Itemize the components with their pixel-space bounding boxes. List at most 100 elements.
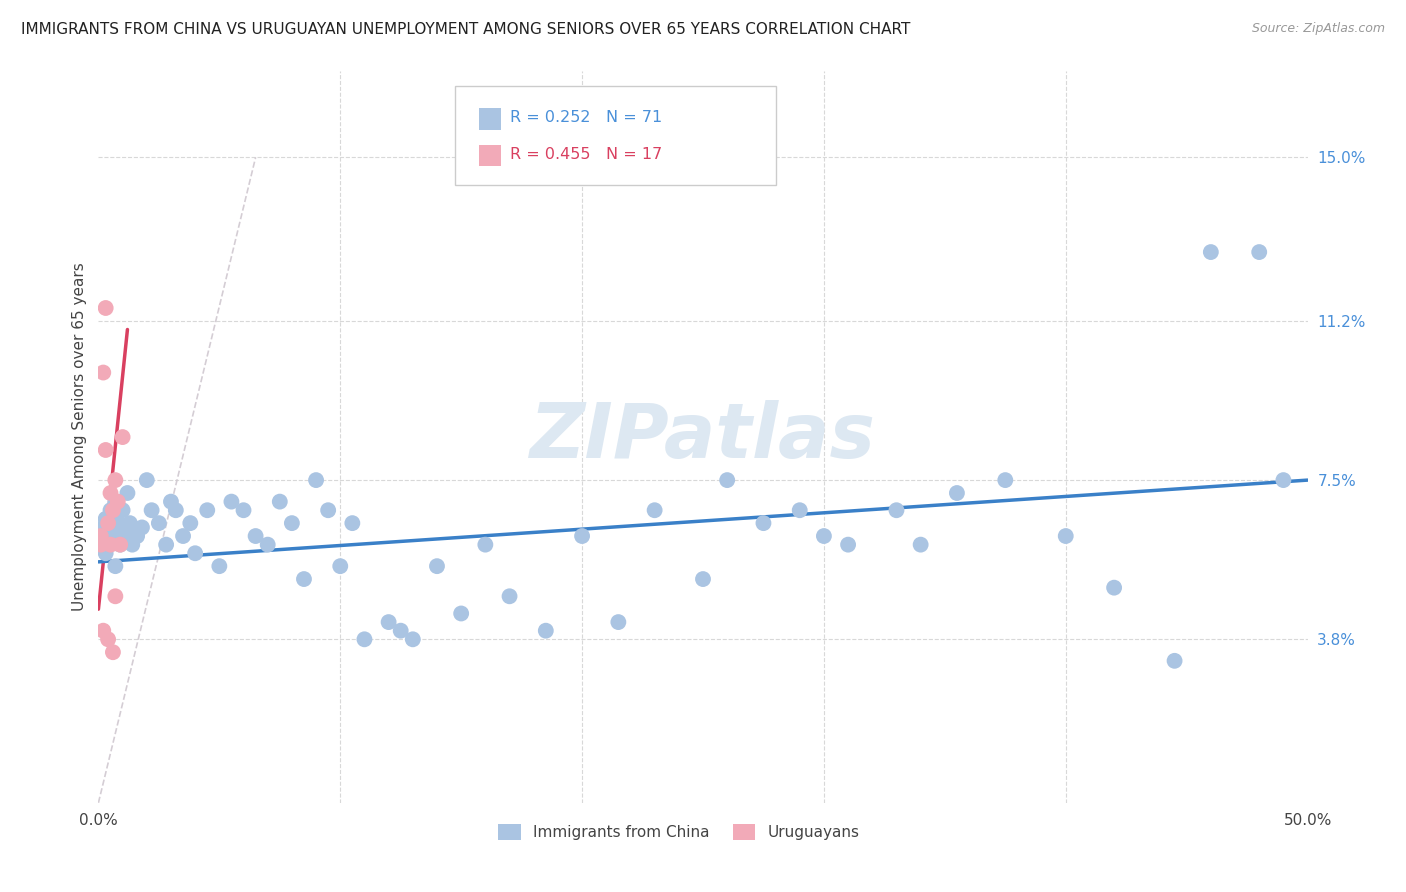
Point (141, 503, 163, 517)
Point (221, 494, 243, 508)
Point (607, 615, 630, 629)
Point (316, 503, 339, 517)
Point (245, 529, 267, 543)
Point (104, 473, 127, 487)
Point (94, 512, 117, 526)
Point (1054, 529, 1077, 543)
FancyBboxPatch shape (456, 86, 776, 185)
Point (1272, 473, 1295, 487)
Point (1199, 245, 1222, 260)
Point (281, 516, 304, 530)
FancyBboxPatch shape (479, 108, 501, 130)
Point (91, 520, 114, 534)
Point (534, 624, 557, 638)
Point (498, 589, 520, 603)
Text: N = 71: N = 71 (606, 110, 662, 125)
Point (108, 538, 131, 552)
FancyBboxPatch shape (479, 145, 501, 167)
Point (101, 503, 124, 517)
Point (837, 538, 859, 552)
Point (910, 538, 932, 552)
Text: R = 0.455: R = 0.455 (509, 146, 591, 161)
Point (108, 538, 131, 552)
Point (377, 615, 399, 629)
Legend: Immigrants from China, Uruguayans: Immigrants from China, Uruguayans (492, 818, 866, 847)
Point (305, 473, 328, 487)
Point (329, 559, 352, 574)
Point (114, 520, 136, 534)
Point (148, 516, 170, 530)
Point (160, 494, 183, 508)
Text: R = 0.252: R = 0.252 (509, 110, 591, 125)
Point (121, 538, 143, 552)
Point (91, 366, 114, 380)
Point (813, 529, 835, 543)
Point (1102, 581, 1125, 595)
Point (101, 524, 124, 539)
Point (131, 520, 153, 534)
Point (118, 516, 141, 530)
Text: IMMIGRANTS FROM CHINA VS URUGUAYAN UNEMPLOYMENT AMONG SENIORS OVER 65 YEARS CORR: IMMIGRANTS FROM CHINA VS URUGUAYAN UNEMP… (21, 22, 911, 37)
Point (90, 538, 112, 552)
Point (101, 645, 124, 659)
Point (426, 559, 449, 574)
Point (124, 524, 146, 539)
Text: Source: ZipAtlas.com: Source: ZipAtlas.com (1251, 22, 1385, 36)
Point (100, 503, 122, 517)
Point (994, 473, 1017, 487)
Point (94, 546, 117, 560)
Point (946, 486, 969, 500)
Point (292, 572, 315, 586)
Point (104, 559, 127, 574)
Text: N = 17: N = 17 (606, 146, 662, 161)
Point (1163, 654, 1185, 668)
Point (353, 632, 375, 647)
Point (135, 473, 157, 487)
Point (111, 430, 134, 444)
Point (389, 624, 412, 638)
Point (111, 503, 134, 517)
Point (97, 632, 120, 647)
Point (195, 503, 218, 517)
Point (232, 503, 254, 517)
Point (886, 503, 908, 517)
Point (450, 607, 472, 621)
Point (184, 546, 207, 560)
Point (644, 503, 666, 517)
Point (94, 442, 117, 457)
Point (111, 529, 134, 543)
Point (172, 529, 194, 543)
Point (97, 516, 120, 530)
Point (104, 589, 127, 603)
Point (117, 486, 139, 500)
Point (91, 624, 114, 638)
Point (179, 516, 201, 530)
Point (692, 572, 714, 586)
Point (155, 538, 177, 552)
Point (100, 486, 122, 500)
Point (90, 529, 112, 543)
Point (100, 529, 122, 543)
Point (208, 559, 231, 574)
Point (789, 503, 811, 517)
Point (1249, 245, 1271, 260)
Point (107, 494, 129, 508)
Point (402, 632, 425, 647)
Point (165, 503, 187, 517)
Point (716, 473, 738, 487)
Point (90, 529, 112, 543)
Point (94, 301, 117, 315)
Point (104, 494, 127, 508)
Point (97, 538, 120, 552)
Point (269, 494, 291, 508)
Point (752, 516, 775, 530)
Point (127, 529, 149, 543)
Point (100, 538, 122, 552)
Text: ZIPatlas: ZIPatlas (530, 401, 876, 474)
Point (474, 538, 496, 552)
Point (256, 538, 278, 552)
Point (571, 529, 593, 543)
Point (107, 516, 129, 530)
Y-axis label: Unemployment Among Seniors over 65 years: Unemployment Among Seniors over 65 years (72, 263, 87, 611)
Point (342, 516, 364, 530)
